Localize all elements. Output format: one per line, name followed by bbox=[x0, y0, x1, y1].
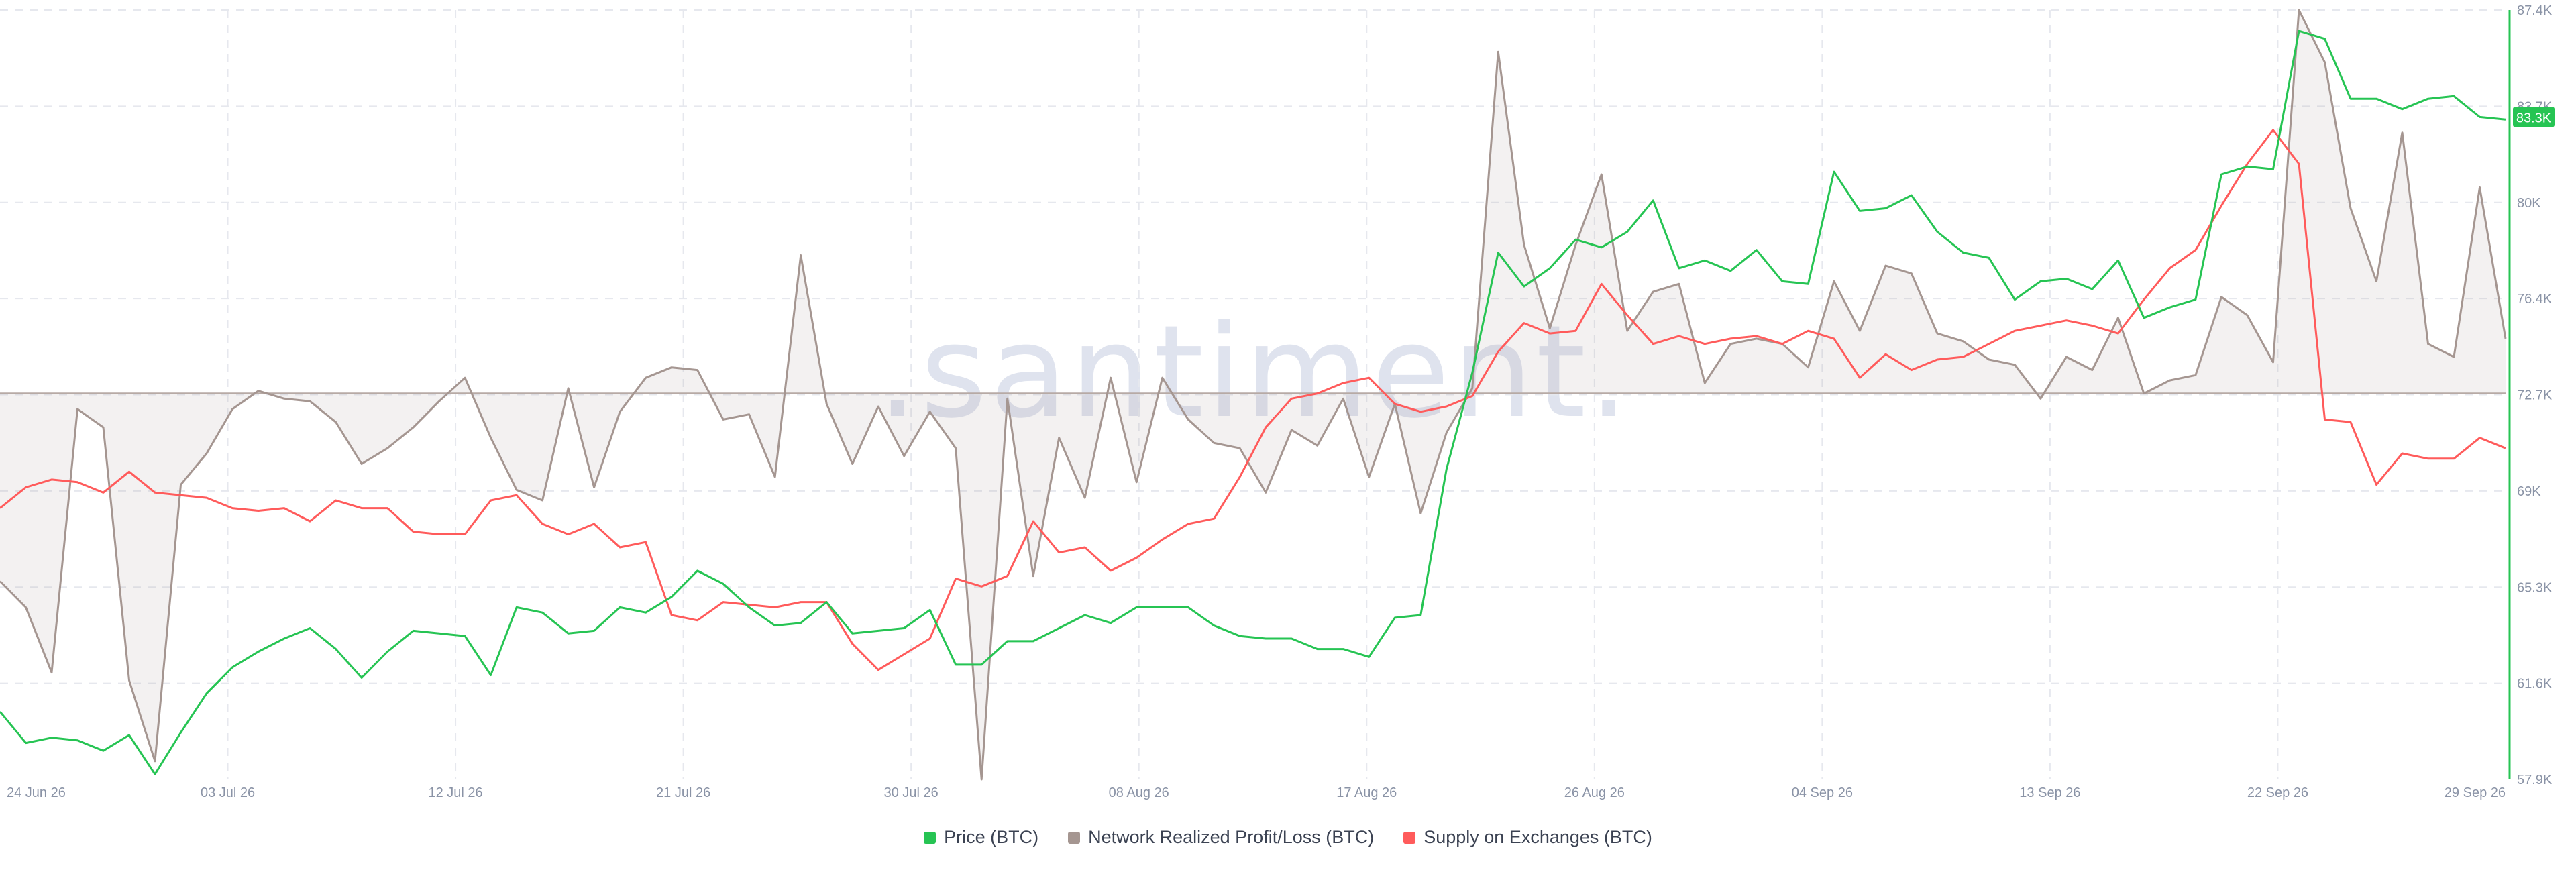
y-tick-label: 72.7K bbox=[2517, 388, 2553, 403]
network-realized-profit-loss-line bbox=[0, 9, 2507, 781]
y-tick-label: 57.9K bbox=[2517, 773, 2553, 787]
x-tick-label: 30 Jul 26 bbox=[884, 785, 938, 800]
legend-item-price[interactable]: Price (BTC) bbox=[924, 827, 1038, 848]
legend-item-supply-on-exchanges[interactable]: Supply on Exchanges (BTC) bbox=[1403, 827, 1652, 848]
current-price-label: 83.3K bbox=[2516, 111, 2552, 125]
legend-swatch-price bbox=[924, 831, 936, 844]
supply-on-exchanges-line bbox=[0, 129, 2506, 671]
x-tick-label: 22 Sep 26 bbox=[2247, 785, 2308, 800]
x-tick-label: 04 Sep 26 bbox=[1792, 785, 1853, 800]
x-tick-label: 03 Jul 26 bbox=[201, 785, 255, 800]
grid bbox=[0, 9, 2506, 779]
pnl-area bbox=[0, 10, 2506, 779]
current-price-badge bbox=[2513, 107, 2555, 127]
x-tick-label: 24 Jun 26 bbox=[7, 785, 66, 800]
x-tick-label: 26 Aug 26 bbox=[1564, 785, 1625, 800]
legend-label-network-realized-profit-loss: Network Realized Profit/Loss (BTC) bbox=[1088, 827, 1375, 847]
legend-label-supply-on-exchanges: Supply on Exchanges (BTC) bbox=[1424, 827, 1652, 847]
legend-swatch-supply-on-exchanges bbox=[1403, 831, 1416, 844]
watermark: .santiment. bbox=[877, 298, 1632, 446]
x-tick-label: 12 Jul 26 bbox=[429, 785, 483, 800]
y-tick-label: 87.4K bbox=[2517, 3, 2553, 18]
legend: Price (BTC) Network Realized Profit/Loss… bbox=[0, 827, 2576, 848]
axes: 57.9K61.6K65.3K69K72.7K76.4K80K83.7K87.4… bbox=[7, 3, 2555, 800]
y-tick-label: 61.6K bbox=[2517, 677, 2553, 692]
legend-label-price: Price (BTC) bbox=[944, 827, 1039, 847]
x-tick-label: 21 Jul 26 bbox=[656, 785, 710, 800]
y-tick-label: 76.4K bbox=[2517, 292, 2553, 307]
series-layer bbox=[0, 9, 2507, 781]
x-tick-label: 17 Aug 26 bbox=[1336, 785, 1397, 800]
legend-item-network-realized-profit-loss[interactable]: Network Realized Profit/Loss (BTC) bbox=[1068, 827, 1374, 848]
y-tick-label: 69K bbox=[2517, 484, 2541, 499]
y-tick-label: 65.3K bbox=[2517, 580, 2553, 595]
x-tick-label: 13 Sep 26 bbox=[2019, 785, 2080, 800]
legend-swatch-network-realized-profit-loss bbox=[1068, 831, 1081, 844]
price-line bbox=[0, 30, 2506, 775]
y-tick-label: 80K bbox=[2517, 196, 2541, 211]
x-tick-label: 29 Sep 26 bbox=[2445, 785, 2506, 800]
x-tick-label: 08 Aug 26 bbox=[1109, 785, 1169, 800]
